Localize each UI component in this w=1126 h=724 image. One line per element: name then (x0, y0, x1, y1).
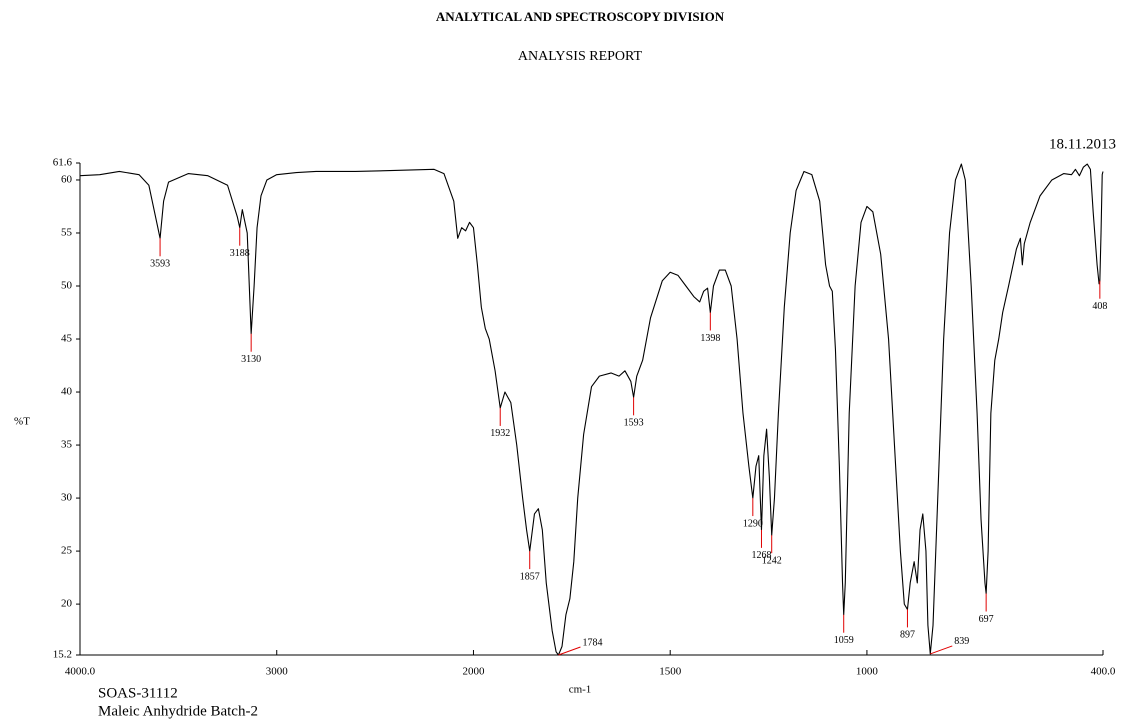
y-axis-label: %T (14, 416, 30, 428)
peak-label: 1857 (520, 571, 540, 582)
sample-id: SOAS-31112 (98, 685, 178, 701)
y-tick-label: 15.2 (53, 649, 72, 661)
peak-label: 1784 (582, 637, 602, 648)
report-date: 18.11.2013 (1049, 136, 1116, 152)
peak-label: 1932 (490, 428, 510, 439)
chart-title: ANALYTICAL AND SPECTROSCOPY DIVISION (436, 9, 725, 24)
peak-label: 697 (979, 614, 994, 625)
y-tick-label: 25 (61, 545, 73, 557)
x-tick-label: 2000 (462, 666, 485, 678)
peak-label: 1398 (700, 333, 720, 344)
peak-label: 1290 (743, 518, 763, 529)
y-tick-label: 55 (61, 227, 73, 239)
peak-label: 1268 (751, 550, 771, 561)
peak-label: 3593 (150, 259, 170, 270)
peak-label: 3188 (230, 248, 250, 259)
y-tick-label: 40 (61, 386, 73, 398)
x-tick-label: 400.0 (1091, 666, 1116, 678)
y-tick-label: 20 (61, 598, 73, 610)
x-axis-label: cm-1 (569, 684, 592, 696)
peak-label: 1593 (624, 418, 644, 429)
sample-name: Maleic Anhydride Batch-2 (98, 703, 258, 719)
y-tick-label: 30 (61, 492, 73, 504)
peak-marker (930, 645, 953, 655)
y-tick-label: 60 (61, 173, 73, 185)
peak-label: 839 (954, 636, 969, 647)
y-tick-label: 45 (61, 333, 73, 345)
x-tick-label: 1500 (659, 666, 682, 678)
y-tick-label: 35 (61, 439, 73, 451)
peak-label: 897 (900, 630, 915, 641)
y-tick-label: 61.6 (53, 157, 73, 169)
spectrum-line (79, 163, 1104, 656)
x-tick-label: 4000.0 (65, 666, 96, 678)
peak-label: 1242 (762, 555, 782, 566)
peak-marker (558, 646, 581, 656)
y-tick-label: 50 (61, 280, 73, 292)
x-tick-label: 1000 (856, 666, 879, 678)
peak-label: 408 (1092, 301, 1107, 312)
chart-subtitle: ANALYSIS REPORT (518, 49, 643, 64)
x-tick-label: 3000 (266, 666, 289, 678)
peak-label: 1059 (834, 635, 854, 646)
peak-label: 3130 (241, 354, 261, 365)
